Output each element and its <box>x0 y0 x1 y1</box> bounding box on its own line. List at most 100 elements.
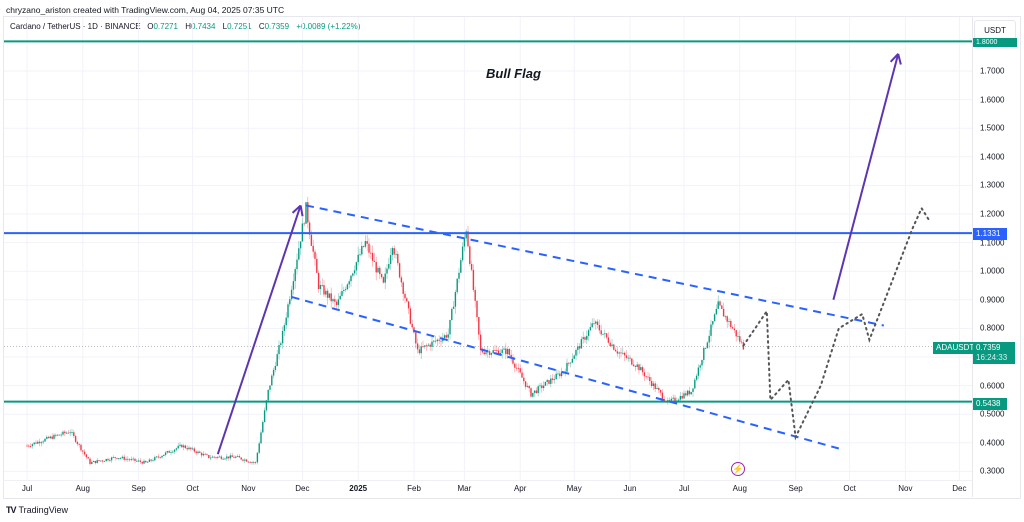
candle-down <box>114 457 116 458</box>
candle-up <box>42 441 44 443</box>
trend-arrow-line <box>832 53 900 301</box>
candle-up <box>92 460 95 462</box>
candle-down <box>681 395 683 399</box>
channel-dashed-line <box>291 295 840 450</box>
candle-down <box>94 460 97 464</box>
candle-up <box>618 352 620 354</box>
candle-up <box>539 385 541 387</box>
candle-down <box>159 457 161 458</box>
candle-up <box>49 436 52 439</box>
candle-up <box>501 349 503 354</box>
candle-up <box>550 378 552 384</box>
symbol-description[interactable]: Cardano / TetherUS · 1D · BINANCE <box>10 22 141 31</box>
candle-down <box>514 363 516 368</box>
candle-down <box>150 459 152 461</box>
candle-down <box>141 461 143 464</box>
candle-up <box>269 385 271 390</box>
candle-up <box>218 456 221 458</box>
candle-up <box>622 352 624 354</box>
candle-up <box>636 364 638 367</box>
footer-branding: TV TradingView <box>6 505 68 515</box>
candle-up <box>166 451 169 453</box>
candle-down <box>470 263 473 270</box>
candle-down <box>726 316 728 322</box>
bar-countdown: 16:24:33 <box>976 353 1008 362</box>
candle-down <box>445 335 448 338</box>
candle-up <box>352 273 354 276</box>
candle-up <box>319 285 322 290</box>
candle-up <box>427 344 430 346</box>
candle-up <box>209 457 212 459</box>
candle-up <box>348 281 350 285</box>
close-value: 0.7359 <box>264 22 290 31</box>
candle-down <box>530 388 532 397</box>
candle-down <box>688 390 691 395</box>
price-tick-label: 1.4000 <box>980 152 1005 162</box>
candle-down <box>393 248 395 255</box>
candle-down <box>674 397 676 401</box>
candle-up <box>571 358 574 363</box>
candle-down <box>731 327 734 329</box>
candle-up <box>461 246 464 261</box>
candle-up <box>260 432 262 444</box>
candle-up <box>532 392 534 397</box>
candle-down <box>366 241 368 244</box>
candle-up <box>350 275 352 282</box>
candle-down <box>47 436 50 439</box>
bull-flag-annotation[interactable]: Bull Flag <box>486 66 541 81</box>
candle-down <box>76 441 79 444</box>
candle-down <box>469 246 471 264</box>
candle-down <box>685 393 687 396</box>
candle-up <box>33 442 35 445</box>
candle-down <box>316 258 318 273</box>
candle-up <box>449 320 451 335</box>
candle-up <box>37 441 39 444</box>
arrow-head-icon <box>889 53 899 63</box>
candle-down <box>416 343 419 350</box>
candle-down <box>362 246 365 247</box>
candle-up <box>595 321 597 324</box>
price-tick-label: 1.6000 <box>980 95 1005 105</box>
candle-up <box>560 372 563 377</box>
candle-up <box>391 248 394 256</box>
candle-up <box>695 375 698 380</box>
candle-down <box>593 323 595 325</box>
candle-down <box>740 341 743 343</box>
candle-up <box>361 246 363 255</box>
projected-path-dotted <box>742 206 930 441</box>
candle-down <box>641 367 644 373</box>
candle-down <box>658 388 660 391</box>
candle-up <box>703 347 705 360</box>
candle-up <box>602 333 604 335</box>
candle-down <box>719 301 721 306</box>
candle-up <box>388 263 390 269</box>
candle-down <box>249 461 251 463</box>
candle-up <box>569 362 572 364</box>
candle-up <box>433 340 435 342</box>
candle-up <box>130 458 133 460</box>
candle-down <box>528 385 530 389</box>
candle-up <box>456 278 458 293</box>
price-tick-label: 1.7000 <box>980 66 1005 76</box>
lightning-icon[interactable]: ⚡ <box>731 462 745 476</box>
candle-down <box>605 333 608 338</box>
candle-down <box>26 445 28 447</box>
candle-down <box>82 450 84 452</box>
candle-up <box>533 390 536 393</box>
time-tick-label: Dec <box>952 484 967 493</box>
candle-down <box>483 352 485 355</box>
candle-up <box>305 202 307 224</box>
candle-up <box>546 380 548 382</box>
candle-up <box>640 367 642 371</box>
candle-down <box>411 323 413 328</box>
candle-up <box>566 362 568 372</box>
candle-down <box>598 324 601 331</box>
time-tick-label: Oct <box>186 484 199 493</box>
candle-up <box>254 462 257 464</box>
candle-up <box>728 320 730 322</box>
candle-up <box>611 344 613 347</box>
price-tick-label: 0.5000 <box>980 409 1005 419</box>
candle-down <box>654 383 656 389</box>
candle-down <box>508 348 511 355</box>
